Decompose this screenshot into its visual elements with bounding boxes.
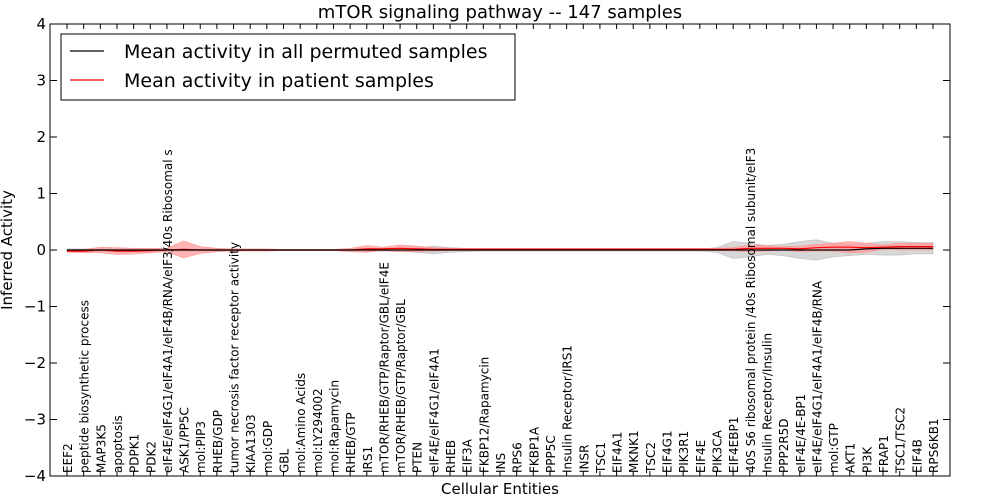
x-tick-label: eIF4E/eIF4G1/eIF4A1/eIF4B/RNA/eIF3/40s R… — [161, 149, 175, 473]
x-tick-label: RHEB/GTP — [344, 412, 358, 473]
x-tick-label: MAP3K5 — [94, 424, 108, 473]
x-tick-label: FKBP12/Rapamycin — [477, 357, 491, 473]
x-tick-label: PPP2R5D — [777, 418, 791, 473]
x-tick-label: INS — [494, 453, 508, 473]
x-tick-label: RHEB — [444, 440, 458, 473]
x-tick-label: EIF3A — [461, 438, 475, 473]
x-tick-label: TSC1 — [594, 442, 608, 474]
x-tick-label: FKBP1A — [527, 426, 541, 473]
y-tick-label: −2 — [24, 354, 46, 372]
y-tick-label: 3 — [36, 72, 46, 90]
x-tick-label: ASK1/PP5C — [178, 407, 192, 473]
line-permuted — [67, 247, 933, 251]
chart-title: mTOR signaling pathway -- 147 samples — [318, 2, 682, 23]
y-axis-ticks: 4 3 2 1 0 −1 −2 −3 −4 — [24, 15, 950, 485]
x-tick-label: mol:GTP — [827, 423, 841, 473]
y-tick-label: 4 — [36, 15, 46, 33]
x-tick-label: FRAP1 — [877, 435, 891, 473]
x-tick-label: RHEB/GDP — [211, 410, 225, 473]
x-tick-label: mol:LY294002 — [311, 388, 325, 473]
x-tick-label: TSC2 — [644, 442, 658, 474]
x-tick-label: PIK3R1 — [677, 431, 691, 473]
x-tick-label: MKNK1 — [627, 430, 641, 473]
x-tick-label: IRS1 — [361, 446, 375, 473]
y-tick-label: 0 — [36, 241, 46, 259]
x-tick-label: EIF4A1 — [611, 431, 625, 473]
x-tick-label: EIF4B — [910, 439, 924, 473]
x-tick-label: PIK3CA — [711, 429, 725, 473]
x-tick-label: KIAA1303 — [244, 414, 258, 473]
x-tick-label: mol:Rapamycin — [327, 380, 341, 473]
y-tick-label: −3 — [24, 411, 46, 429]
x-tick-label: PDPK1 — [128, 434, 142, 473]
x-tick-label: eIF4E/4E-BP1 — [794, 394, 808, 473]
x-axis-label: Cellular Entities — [441, 480, 559, 498]
legend-box — [60, 33, 516, 101]
x-axis-ticks: EEF2 peptide biosynthetic process MAP3K5 ap… — [61, 24, 941, 476]
x-tick-label: AKT1 — [844, 443, 858, 473]
x-tick-label: eIF4E/eIF4G1/eIF4A1/eIF4B/RNA — [810, 280, 824, 473]
x-tick-label: PDK2 — [144, 441, 158, 473]
x-tick-label: EIF4EBP1 — [727, 417, 741, 473]
x-tick-label: mol:GDP — [261, 421, 275, 473]
legend: Mean activity in all permuted samples Me… — [60, 33, 516, 101]
x-tick-label: mTOR/RHEB/GTP/Raptor/GBL/eIF4E — [377, 262, 391, 473]
x-tick-label: GBL — [278, 448, 292, 473]
x-tick-label: RPS6KB1 — [927, 418, 941, 473]
x-tick-label: mTOR/RHEB/GTP/Raptor/GBL — [394, 299, 408, 473]
x-tick-label: EIF4G1 — [661, 430, 675, 473]
legend-label-patient: Mean activity in patient samples — [124, 70, 434, 92]
y-axis-label: Inferred Activity — [0, 190, 16, 310]
x-tick-label: mol:Amino Acids — [294, 373, 308, 473]
x-tick-label: Insulin Receptor/IRS1 — [561, 345, 575, 473]
x-tick-label: RPS6 — [511, 442, 525, 473]
series-lines — [67, 246, 933, 252]
x-tick-label: tumor necrosis factor receptor activity — [228, 242, 242, 473]
x-tick-label: EIF4E — [694, 440, 708, 473]
x-tick-label: apoptosis — [111, 415, 125, 473]
x-tick-label: PPP5C — [544, 435, 558, 473]
x-tick-label: INSR — [577, 445, 591, 473]
x-tick-label: EEF2 — [61, 443, 75, 473]
x-tick-label: TSC1/TSC2 — [894, 407, 908, 474]
y-tick-label: 1 — [36, 185, 46, 203]
x-tick-label: PTEN — [411, 442, 425, 473]
x-tick-label: eIF4E/eIF4G1/eIF4A1 — [427, 348, 441, 473]
y-tick-label: −1 — [24, 298, 46, 316]
legend-label-permuted: Mean activity in all permuted samples — [124, 41, 487, 63]
x-tick-label: PI3K — [860, 446, 874, 473]
x-tick-label: Insulin Receptor/Insulin — [760, 333, 774, 473]
y-tick-label: −4 — [24, 467, 46, 485]
x-tick-label: mol:PIP3 — [194, 421, 208, 473]
x-tick-label: 40S S6 ribosomal protein /40s Ribosomal … — [744, 148, 758, 473]
x-tick-label: peptide biosynthetic process — [78, 300, 92, 473]
y-tick-label: 2 — [36, 128, 46, 146]
